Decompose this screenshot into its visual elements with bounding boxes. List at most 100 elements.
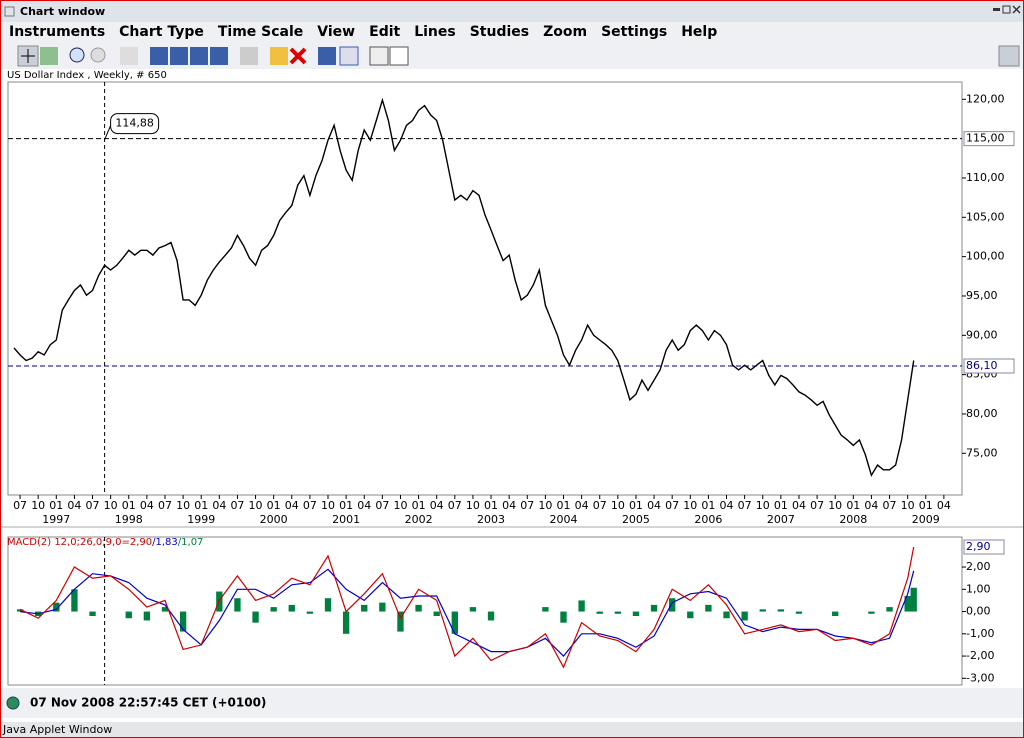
histogram-bar [487,611,495,621]
pan-tool[interactable] [40,47,58,65]
line-tool-4[interactable] [210,47,228,65]
menu-item[interactable]: Studies [470,24,529,40]
level-label-box [963,131,1015,147]
settings-tool[interactable] [339,46,359,66]
histogram-bar [324,598,332,612]
pin-tool[interactable] [998,45,1020,67]
x-tick-label: 10 [393,499,407,512]
x-tick-label: 10 [176,499,190,512]
preview-tool[interactable] [389,46,409,66]
x-tick-label: 10 [249,499,263,512]
histogram-bar [415,604,422,612]
year-label: 1997 [42,513,70,526]
x-tick-label: 04 [212,499,226,512]
menu-item[interactable]: Instruments [9,24,105,40]
print-tool[interactable] [369,46,389,66]
year-label: 1998 [115,513,143,526]
year-label: 1999 [187,513,215,526]
title-bar [1,1,1023,22]
menu-bar [1,22,1023,42]
year-label: 2008 [839,513,867,526]
applet-bar [1,722,1023,737]
edit-tool[interactable] [270,47,288,65]
zoom-out-tool[interactable] [90,47,106,63]
histogram-bar [759,609,766,612]
histogram-bar [179,611,187,632]
zoom-in-tool[interactable] [69,47,85,63]
x-tick-label: 10 [683,499,697,512]
delete-tool[interactable] [289,47,307,65]
menu-item[interactable]: Zoom [543,24,587,40]
menu-item[interactable]: Time Scale [218,24,303,40]
histogram-bar [741,611,748,621]
menu: Instruments Chart Type Time Scale View Edit L… [9,24,717,40]
macd-line [19,546,915,669]
line-tool-1[interactable] [150,47,168,65]
x-tick-label: 07 [375,499,389,512]
menu-item[interactable]: Edit [369,24,400,40]
x-tick-label: 07 [883,499,897,512]
crosshair-icon [21,49,35,63]
y-tick-label: 95,00 [966,289,998,302]
line-tool-2[interactable] [170,47,188,65]
menu-item[interactable]: Settings [601,24,667,40]
y-tick-label: -1,00 [966,627,994,640]
menu-item[interactable]: Lines [414,24,456,40]
y-tick-label: 2,00 [966,560,991,573]
year-label: 2002 [405,513,433,526]
x-tick-label: 07 [303,499,317,512]
x-tick-label: 04 [140,499,154,512]
x-tick-label: 10 [756,499,770,512]
x-tick-label: 04 [864,499,878,512]
year-label: 2000 [260,513,288,526]
x-tick-label: 10 [321,499,335,512]
chart-tool[interactable] [120,47,138,65]
x-tick-label: 07 [230,499,244,512]
menu-item[interactable]: View [317,24,355,40]
histogram-bar [361,604,368,612]
x-tick-label: 07 [593,499,607,512]
annotation-pointer [104,125,112,140]
macd-plot [7,536,963,686]
status-bar [1,688,1023,718]
menu-item[interactable]: Chart Type [119,24,204,40]
line-tool-5[interactable] [240,47,258,65]
chart-subtitle: US Dollar Index , Weekly, # 650 [7,70,167,81]
y-tick-label: 75,00 [966,446,998,459]
histogram-bar [795,611,803,614]
y-tick-label: 90,00 [966,328,998,341]
x-tick-label: 07 [520,499,534,512]
minimize-button[interactable] [993,8,1000,11]
x-tick-label: 10 [828,499,842,512]
x-tick-label: 01 [701,499,715,512]
close-button[interactable] [1012,5,1021,14]
x-tick-label: 10 [466,499,480,512]
x-tick-label: 01 [484,499,498,512]
x-tick-label: 01 [122,499,136,512]
histogram-bar [143,611,151,621]
macd-title-part: /1,83 [152,537,178,548]
menu-item[interactable]: Help [681,24,717,40]
year-label: 2003 [477,513,505,526]
applet-text: Java Applet Window [2,723,112,736]
histogram-bar [687,611,694,619]
histogram-bar [234,598,241,612]
level-label: 115,00 [966,132,1005,145]
histogram-bar [451,611,458,634]
histogram-bar [910,587,917,612]
x-tick-label: 07 [86,499,100,512]
x-tick-label: 04 [357,499,371,512]
current-value: 2,90 [966,540,991,553]
grid-tool[interactable] [318,47,336,65]
x-tick-label: 01 [49,499,63,512]
line-tool-3[interactable] [190,47,208,65]
histogram-bar [904,595,911,612]
histogram-bar [161,607,169,612]
x-tick-label: 07 [665,499,679,512]
maximize-button[interactable] [1002,5,1011,14]
annotation-box [110,113,160,135]
histogram-bar [342,611,350,634]
y-tick-label: 80,00 [966,407,998,420]
price-line [13,97,915,478]
